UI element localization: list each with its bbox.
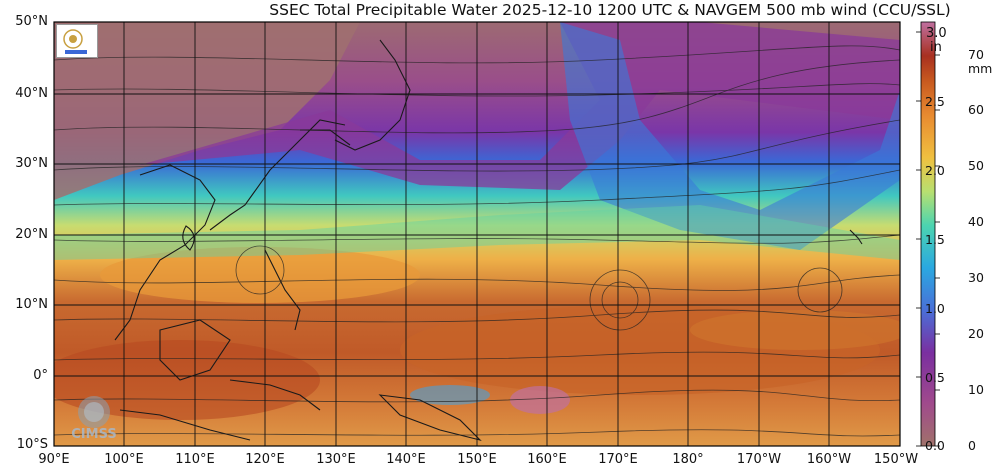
colorbar-in-tick: 2.5 (925, 94, 945, 109)
lat-label-10n: 10°N (15, 297, 48, 312)
colorbar-mm-tick: 40 (968, 214, 984, 229)
wind-streamlines (54, 45, 900, 437)
lon-label-150w: 150°W (873, 452, 919, 467)
map-title: SSEC Total Precipitable Water 2025-12-10… (269, 1, 951, 19)
colorbar-mm-tick: 50 (968, 158, 984, 173)
colorbar-mm-tick: 70 (968, 47, 984, 62)
cimss-logo-text: CIMSS (71, 427, 116, 442)
lon-label-120e: 120°E (245, 452, 285, 467)
colorbar-in-tick: 0.0 (925, 438, 945, 453)
lat-label-0: 0° (33, 368, 48, 383)
cimss-logo: CIMSS (58, 392, 130, 442)
map-frame (53, 21, 901, 447)
colorbar-in-unit: in (930, 40, 942, 55)
tpw-field (54, 22, 900, 446)
lat-label-40n: 40°N (15, 86, 48, 101)
lat-label-10s: 10°S (16, 437, 48, 452)
lon-label-150e: 150°E (457, 452, 497, 467)
lon-label-170w: 170°W (736, 452, 782, 467)
lat-label-30n: 30°N (15, 156, 48, 171)
lon-label-160e: 160°E (527, 452, 567, 467)
lat-label-50n: 50°N (15, 14, 48, 29)
lon-label-90e: 90°E (38, 452, 70, 467)
colorbar-in-top-tick: 3.0 (926, 26, 947, 41)
lat-label-20n: 20°N (15, 227, 48, 242)
lon-label-170e: 170°E (598, 452, 638, 467)
lon-label-180: 180° (672, 452, 704, 467)
ssec-logo (56, 24, 98, 58)
lon-label-130e: 130°E (316, 452, 356, 467)
colorbar-mm-unit: mm (968, 61, 993, 76)
colorbar-mm-tick: 60 (968, 102, 984, 117)
colorbar-in-tick: 0.5 (925, 370, 945, 385)
colorbar-mm-tick: 10 (968, 382, 984, 397)
colorbar-mm-tick: 0 (968, 438, 976, 453)
lon-label-140e: 140°E (386, 452, 426, 467)
lon-label-100e: 100°E (104, 452, 144, 467)
colorbar-ticks (916, 31, 940, 447)
colorbar-in-tick: 2.0 (925, 163, 945, 178)
lon-label-110e: 110°E (175, 452, 215, 467)
colorbar (920, 21, 936, 447)
colorbar-mm-tick: 30 (968, 270, 984, 285)
colorbar-in-tick: 1.5 (925, 232, 945, 247)
lon-label-160w: 160°W (806, 452, 852, 467)
graticule (54, 22, 900, 446)
colorbar-mm-tick: 20 (968, 326, 984, 341)
colorbar-in-tick: 1.0 (925, 301, 945, 316)
